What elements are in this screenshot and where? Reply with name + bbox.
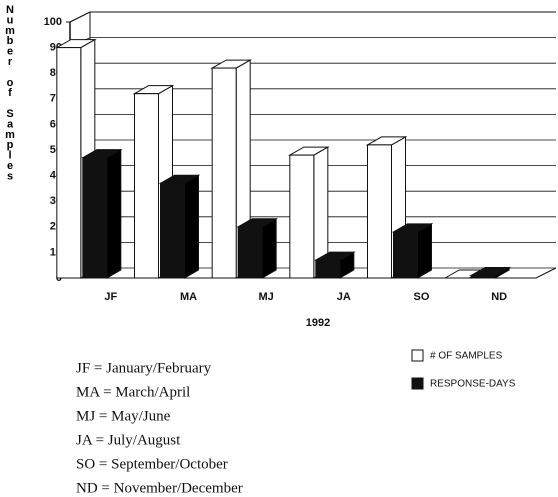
x-axis-label: 1992 [306,317,330,329]
x-tick-label: JA [337,291,351,303]
y-axis-label: Number of Samples [4,4,16,181]
bar-side [106,148,122,279]
bar [56,47,82,279]
bar [211,67,237,279]
bar [289,154,315,279]
bar [315,259,341,279]
bar [367,144,392,279]
x-tick-label: MA [180,291,197,303]
grid-line [69,37,556,48]
note: JF = January/February [76,360,212,376]
note: JA = July/August [76,432,181,448]
note: ND = November/December [76,480,243,496]
note: SO = September/October [76,456,228,472]
back-wall [69,11,556,23]
y-tick-label: 60 [50,118,62,130]
bar [470,274,496,279]
bar [237,226,263,279]
note: MJ = May/June [76,408,171,424]
x-tick-label: ND [491,291,507,303]
note: MA = March/April [76,384,190,400]
legend-swatch [411,349,424,362]
legend-label: RESPONSE-DAYS [430,379,516,390]
grid-line [69,62,556,74]
x-tick-label: MJ [259,291,274,303]
bar [160,182,185,279]
legend-label: # OF SAMPLES [430,351,503,362]
bar-side [417,223,432,279]
x-tick-label: SO [414,291,430,303]
legend-swatch [411,377,424,390]
bar [134,93,159,279]
bar-side [261,217,277,279]
grid-line [69,11,556,23]
bar [393,231,418,279]
x-tick-label: JF [104,291,117,303]
bar [82,157,108,279]
bar-side [184,174,199,279]
y-tick-label: 100 [44,16,62,28]
